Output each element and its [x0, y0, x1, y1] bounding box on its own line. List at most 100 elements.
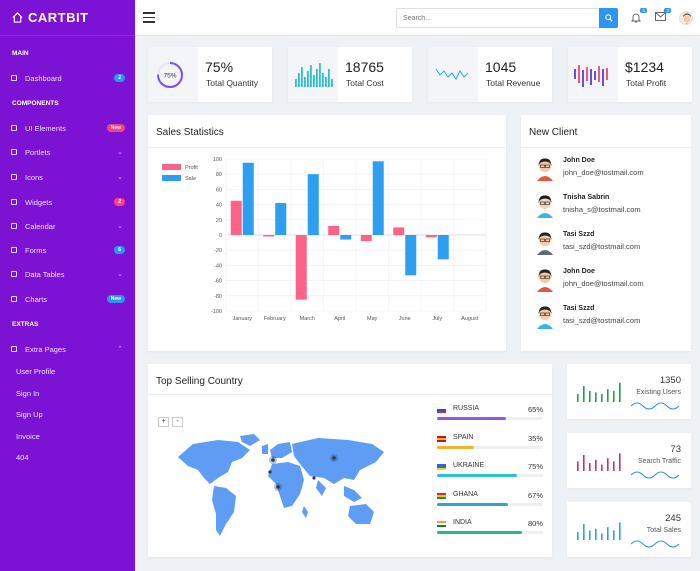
client-name: Tnisha Sabrin: [563, 194, 610, 201]
country-item-india: INDIA 80%: [437, 519, 543, 545]
bar-profit[interactable]: [230, 200, 242, 235]
sidebar-item-label: Dashboard: [25, 73, 62, 83]
sidebar-item-dashboard[interactable]: Dashboard 2: [0, 71, 135, 85]
sidebar-subitem-invoice[interactable]: Invoice: [16, 432, 40, 441]
wave-line-icon: [631, 402, 680, 410]
map-zoom-in-button[interactable]: +: [158, 417, 169, 427]
mini-label: Search Traffic: [637, 458, 681, 465]
client-item[interactable]: Tasi Szzd tasi_szd@tostmail.com: [531, 303, 700, 333]
bar-sale[interactable]: [372, 161, 384, 235]
client-item[interactable]: Tnisha Sabrin tnisha_s@tostmail.com: [531, 192, 700, 222]
wave-line-icon: [631, 471, 680, 479]
progress-ring-icon: 75%: [157, 62, 183, 88]
sidebar-item-forms[interactable]: Forms 6: [0, 243, 135, 257]
calendar-icon: [11, 223, 17, 229]
bar-sale[interactable]: [340, 235, 352, 240]
stat-card-total-quantity: 75% 75% Total Quantity: [148, 47, 272, 102]
x-tick-label: August: [461, 316, 479, 322]
world-map[interactable]: [158, 432, 398, 542]
bar-profit[interactable]: [328, 225, 340, 235]
sidebar-item-data-tables[interactable]: Data Tables ⌄: [0, 267, 135, 281]
sidebar-item-widgets[interactable]: Widgets 2: [0, 195, 135, 209]
sidebar-item-label: Forms: [25, 245, 47, 255]
country-progress: [437, 474, 543, 477]
bar-profit[interactable]: [360, 235, 372, 242]
icons-icon: [11, 174, 17, 180]
sidebar-item-ui-elements[interactable]: UI Elements New: [0, 121, 135, 135]
search-input[interactable]: [396, 8, 600, 28]
sidebar-item-calendar[interactable]: Calendar ⌄: [0, 219, 135, 233]
country-progress: [437, 502, 543, 506]
sidebar-item-extra-pages[interactable]: Extra Pages ⌃: [0, 342, 135, 356]
country-progress-fill: [437, 502, 509, 506]
y-tick-label: 20: [216, 218, 222, 224]
sidebar-badge: 6: [114, 246, 125, 254]
sidebar-item-label: Data Tables: [25, 269, 65, 279]
sidebar-item-label: Portlets: [25, 147, 51, 157]
country-progress: [437, 445, 543, 449]
bar-sale[interactable]: [307, 174, 319, 235]
stat-icon-box: 75%: [148, 47, 198, 102]
sidebar-subitem-sign-up[interactable]: Sign Up: [16, 410, 43, 419]
legend-swatch: [162, 164, 181, 170]
mini-bar-chart-icon: [295, 63, 333, 87]
client-item[interactable]: John Doe john_doe@tostmail.com: [531, 155, 700, 185]
sidebar-badge: New: [106, 124, 125, 132]
mail-button[interactable]: 3: [655, 8, 671, 23]
chevron-down-icon: ⌄: [117, 149, 123, 156]
mini-bar-chart-icon: [577, 382, 621, 402]
stat-card-total-revenue: 1045 Total Revenue: [428, 47, 552, 102]
chevron-down-icon: ⌄: [117, 174, 123, 181]
search-button[interactable]: [599, 8, 618, 28]
bar-sale[interactable]: [242, 162, 254, 235]
bar-profit[interactable]: [263, 235, 275, 237]
x-tick-label: February: [264, 316, 286, 322]
avatar-face-icon: [680, 12, 692, 24]
sidebar-subitem-404[interactable]: 404: [16, 453, 29, 462]
sidebar-badge: New: [106, 295, 125, 303]
chevron-down-icon: ⌄: [117, 223, 123, 230]
brand[interactable]: CARTBIT: [0, 0, 135, 36]
widgets-icon: [11, 199, 17, 205]
country-name: GHANA: [453, 490, 478, 498]
y-tick-label: -100: [211, 309, 222, 315]
stat-value: 18765: [345, 59, 384, 75]
map-zoom-out-button[interactable]: -: [172, 417, 183, 427]
client-name: John Doe: [563, 268, 595, 275]
bar-sale[interactable]: [275, 203, 287, 235]
sales-title: Sales Statistics: [156, 127, 224, 138]
country-progress-fill: [437, 474, 517, 477]
bar-sale[interactable]: [405, 235, 417, 276]
client-item[interactable]: John Doe john_doe@tostmail.com: [531, 266, 700, 296]
bar-profit[interactable]: [425, 235, 437, 238]
countries-title: Top Selling Country: [156, 376, 243, 387]
stat-label: Total Profit: [626, 78, 667, 88]
stat-icon-box: [568, 47, 618, 102]
mini-bar-chart-icon: [577, 453, 621, 471]
sidebar-item-icons[interactable]: Icons ⌄: [0, 170, 135, 184]
bar-profit[interactable]: [393, 227, 405, 235]
top-bar: 6 3: [135, 0, 700, 36]
bar-profit[interactable]: [295, 235, 307, 300]
client-email: john_doe@tostmail.com: [563, 279, 644, 288]
notification-button[interactable]: 6: [630, 8, 647, 23]
client-email: tnisha_s@tostmail.com: [563, 205, 641, 214]
sidebar-item-charts[interactable]: Charts New: [0, 292, 135, 306]
client-email: tasi_szd@tostmail.com: [563, 242, 641, 251]
menu-toggle-icon[interactable]: [143, 12, 155, 26]
data-tables-icon: [11, 271, 17, 277]
y-tick-label: 0: [219, 233, 222, 239]
user-avatar[interactable]: [679, 11, 693, 25]
y-tick-label: -60: [214, 279, 222, 285]
client-item[interactable]: Tasi Szzd tasi_szd@tostmail.com: [531, 229, 700, 259]
bar-sale[interactable]: [437, 235, 449, 260]
mini-bar-chart-icon: [574, 65, 608, 87]
client-email: tasi_szd@tostmail.com: [563, 316, 641, 325]
sidebar-subitem-sign-in[interactable]: Sign In: [16, 389, 40, 398]
section-main: MAIN: [12, 50, 29, 57]
client-name: John Doe: [563, 157, 595, 164]
client-avatar: [535, 194, 555, 218]
sidebar-item-portlets[interactable]: Portlets ⌄: [0, 145, 135, 159]
sales-statistics-card: Sales Statistics 100 80 60 40 20 0 -20 -40 -60 -8…: [148, 115, 506, 351]
sidebar-subitem-user-profile[interactable]: User Profile: [16, 367, 56, 376]
